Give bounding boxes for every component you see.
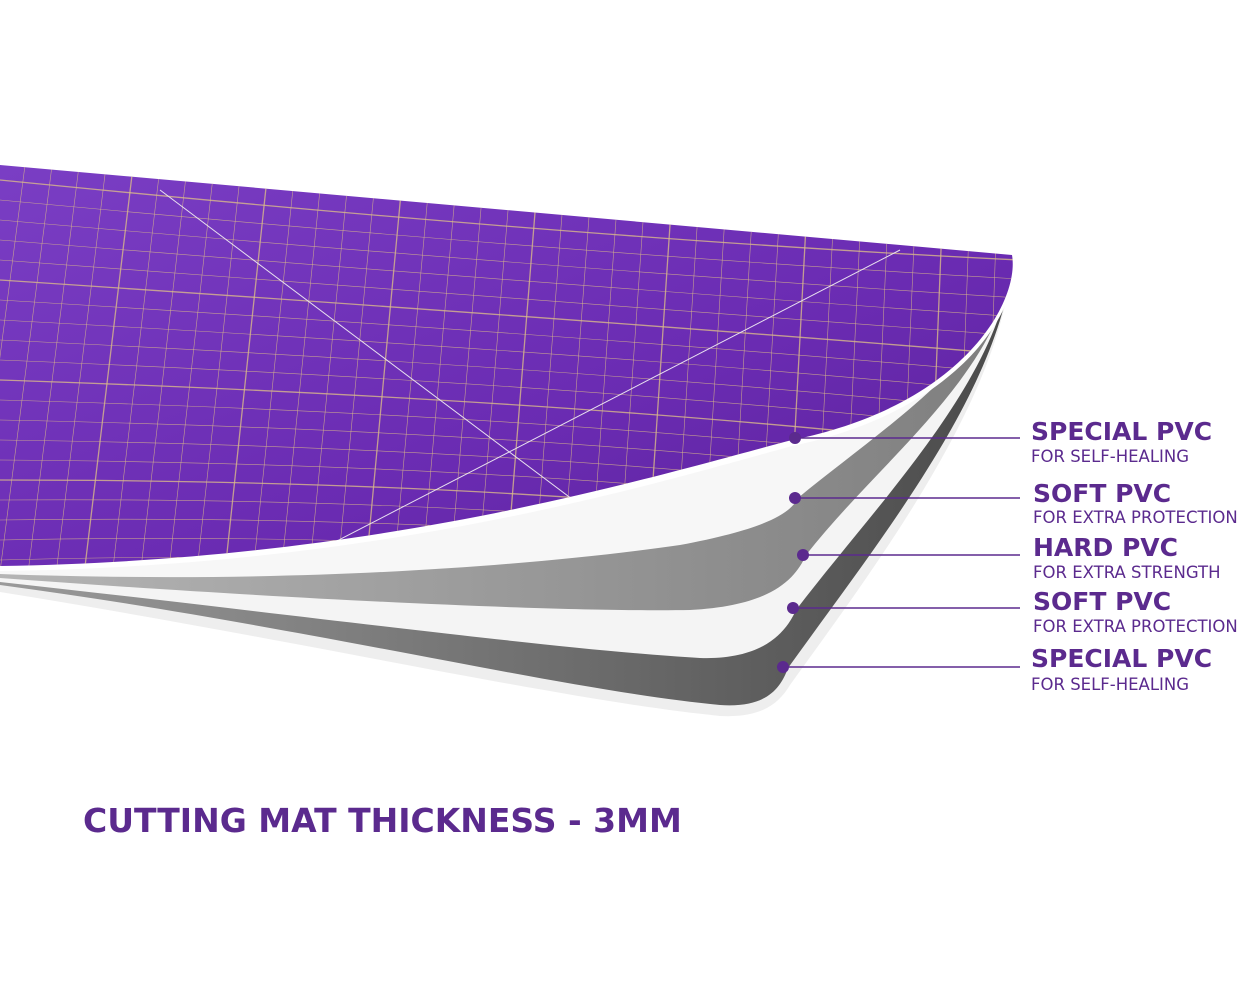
grid-line — [306, 165, 352, 566]
grid-line — [0, 199, 1013, 280]
grid-line — [983, 165, 1000, 566]
grid-line — [390, 165, 433, 566]
grid-line — [0, 339, 1013, 413]
callout-dot — [789, 492, 801, 504]
layer-subtitle: FOR SELF-HEALING — [1031, 447, 1189, 466]
layer-title: SOFT PVC — [1033, 587, 1171, 616]
grid-line — [165, 165, 217, 566]
diagonal — [159, 189, 601, 521]
caption: CUTTING MAT THICKNESS - 3MM — [83, 801, 682, 840]
callout-dot — [777, 661, 789, 673]
grid-line — [137, 165, 190, 566]
diagonal — [299, 249, 901, 561]
grid-line — [0, 319, 1013, 394]
grid-line — [0, 219, 1013, 299]
grid-line — [278, 165, 325, 566]
grid-line — [52, 165, 109, 566]
grid-line — [334, 165, 379, 566]
layer-subtitle: FOR EXTRA STRENGTH — [1033, 563, 1221, 582]
layer-title: SPECIAL PVC — [1031, 417, 1212, 446]
layer-title: SOFT PVC — [1033, 479, 1171, 508]
grid-line — [0, 239, 1013, 318]
grid-line — [0, 165, 28, 566]
grid-line — [249, 165, 298, 566]
layer-subtitle: FOR EXTRA PROTECTION — [1033, 508, 1238, 527]
top-layer — [0, 165, 1013, 566]
layer-subtitle: FOR EXTRA PROTECTION — [1033, 617, 1238, 636]
grid-line — [0, 556, 1013, 566]
mat-layers — [0, 165, 1015, 717]
callout-dot — [789, 432, 801, 444]
grid-line — [108, 165, 163, 566]
grid-line — [0, 165, 55, 566]
grid-line — [362, 165, 406, 566]
grid-line — [193, 165, 244, 566]
grid-line — [1011, 165, 1013, 566]
callout-dot — [797, 549, 809, 561]
grid-line — [24, 165, 82, 566]
grid-line — [0, 299, 1013, 375]
callout-dot — [787, 602, 799, 614]
grid-line — [0, 279, 1013, 356]
layer-title: SPECIAL PVC — [1031, 644, 1212, 673]
grid-line — [221, 165, 271, 566]
layer-title: HARD PVC — [1033, 533, 1178, 562]
layer-subtitle: FOR SELF-HEALING — [1031, 675, 1189, 694]
grid-line — [80, 165, 136, 566]
